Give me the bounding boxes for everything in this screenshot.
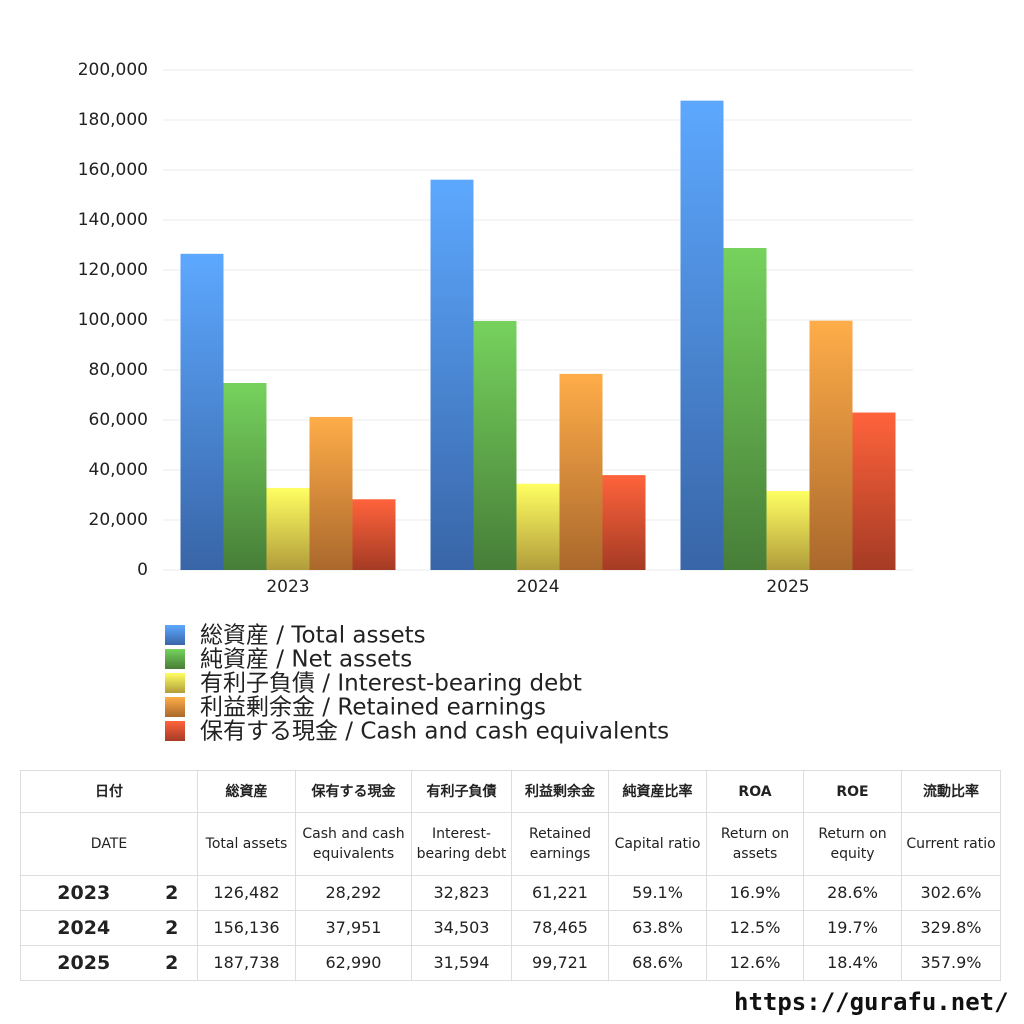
table-cell: 62,990 [295,945,412,981]
header-cell: Interest-bearing debt [411,812,512,876]
table-cell: 99,721 [511,945,609,981]
bar [809,320,853,570]
legend-swatch [165,697,185,717]
site-url: https://gurafu.net/ [734,988,1009,1016]
y-tick-label: 180,000 [78,110,148,130]
table-cell: 31,594 [411,945,512,981]
header-cell: 有利子負債 [411,770,512,813]
y-tick-label: 0 [137,560,148,580]
table-cell: 68.6% [608,945,707,981]
table-cell: 19.7% [803,910,902,946]
table-cell: 32,823 [411,875,512,911]
legend-swatch [165,649,185,669]
bar [430,179,474,570]
header-cell: 総資産 [197,770,296,813]
table-cell: 61,221 [511,875,609,911]
header-cell: Return on assets [706,812,804,876]
table-cell: 187,738 [197,945,296,981]
bar [516,483,560,570]
data-table: 日付 総資産 保有する現金 有利子負債 利益剰余金 純資産比率 ROA ROE 流動比率 DATE… [20,770,1001,981]
table-cell: 2 [146,875,198,911]
table-cell: 2 [146,945,198,981]
table-cell: 28.6% [803,875,902,911]
legend-label: 有利子負債 / Interest-bearing debt [200,671,582,697]
table-cell: 156,136 [197,910,296,946]
header-cell: Current ratio [901,812,1001,876]
legend-swatch [165,625,185,645]
chart: 0 20,000 40,000 60,000 80,000 100,000 120,000 1… [78,60,913,745]
data-row: 2024 2 156,136 37,951 34,503 78,465 63.8% 12.5%… [20,910,1001,946]
header-cell: Total assets [197,812,296,876]
legend-label: 総資産 / Total assets [200,623,426,649]
x-tick-label: 2025 [766,577,809,597]
bar [266,487,310,570]
bar [852,412,896,570]
data-row: 2023 2 126,482 28,292 32,823 61,221 59.1% 16.9%… [20,875,1001,911]
legend-swatch [165,673,185,693]
bar [766,491,810,570]
legend-label: 保有する現金 / Cash and cash equivalents [200,719,669,745]
table-cell: 63.8% [608,910,707,946]
y-tick-label: 140,000 [78,210,148,230]
header-cell: 利益剰余金 [511,770,609,813]
table-cell: 12.6% [706,945,804,981]
header-cell: 流動比率 [901,770,1001,813]
table-cell: 78,465 [511,910,609,946]
table-cell: 329.8% [901,910,1001,946]
table-cell: 37,951 [295,910,412,946]
x-tick-label: 2024 [516,577,559,597]
header-cell: Return on equity [803,812,902,876]
header-cell: Capital ratio [608,812,707,876]
table-cell: 16.9% [706,875,804,911]
bar [723,248,767,570]
header-cell: 日付 [20,770,198,813]
table-cell: 28,292 [295,875,412,911]
header-cell: Retained earnings [511,812,609,876]
bar [352,499,396,570]
table-cell: 302.6% [901,875,1001,911]
table-cell: 12.5% [706,910,804,946]
header-cell: 純資産比率 [608,770,707,813]
y-tick-label: 60,000 [89,410,148,430]
legend-label: 利益剰余金 / Retained earnings [200,695,546,721]
header-cell: 保有する現金 [295,770,412,813]
bar [309,416,353,570]
table-cell: 18.4% [803,945,902,981]
y-tick-label: 160,000 [78,160,148,180]
header-row: DATE Total assets Cash and cash equivalent… [20,812,1001,876]
bar [180,253,224,571]
header-cell: ROE [803,770,902,813]
bar [473,321,517,570]
bar [559,373,603,570]
legend-label: 純資産 / Net assets [200,647,412,673]
table-cell: 34,503 [411,910,512,946]
table-cell: 2025 [20,945,147,981]
data-row: 2025 2 187,738 62,990 31,594 99,721 68.6% 12.6%… [20,945,1001,981]
y-tick-label: 20,000 [89,510,148,530]
y-tick-label: 40,000 [89,460,148,480]
y-tick-label: 200,000 [78,60,148,80]
table-cell: 2 [146,910,198,946]
header-row: 日付 総資産 保有する現金 有利子負債 利益剰余金 純資産比率 ROA ROE 流動比率 [20,770,1001,813]
bar [680,100,724,570]
header-cell: ROA [706,770,804,813]
y-tick-label: 100,000 [78,310,148,330]
y-tick-label: 120,000 [78,260,148,280]
table-cell: 59.1% [608,875,707,911]
legend-swatch [165,721,185,741]
x-tick-label: 2023 [266,577,309,597]
header-cell: Cash and cash equivalents [295,812,412,876]
table-cell: 2023 [20,875,147,911]
bar [602,475,646,570]
table-cell: 2024 [20,910,147,946]
header-cell: DATE [20,812,198,876]
bar [223,383,267,570]
y-tick-label: 80,000 [89,360,148,380]
table-cell: 357.9% [901,945,1001,981]
table-cell: 126,482 [197,875,296,911]
